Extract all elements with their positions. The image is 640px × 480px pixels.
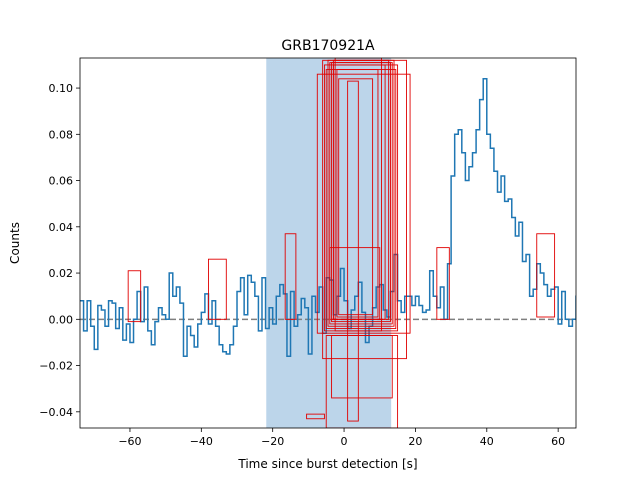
y-tick-label: 0.04: [49, 221, 74, 234]
annotation-rect: [127, 270, 142, 323]
x-tick-label: 20: [408, 435, 422, 448]
y-tick-label: 0.02: [49, 267, 74, 280]
annotation-rect: [284, 233, 297, 320]
annotation-rect-layer: [127, 58, 556, 428]
plot-area: [80, 58, 576, 428]
annotation-rect: [536, 233, 556, 318]
y-tick-label: 0.06: [49, 175, 74, 188]
y-axis-label: Counts: [8, 222, 22, 264]
annotation-rect: [436, 247, 450, 320]
chart-title: GRB170921A: [281, 38, 375, 54]
axes-frame: [79, 57, 577, 429]
annotation-rect: [331, 335, 393, 399]
annotation-rect: [338, 78, 374, 316]
x-axis-label: Time since burst detection [s]: [237, 457, 417, 471]
y-tick-label: 0.10: [49, 82, 74, 95]
y-tick-label: −0.04: [39, 406, 73, 419]
annotation-rect: [336, 69, 379, 318]
x-axis-ticks: −60 −40 −20 0 20 40 60: [118, 428, 565, 448]
x-tick-label: 60: [551, 435, 565, 448]
y-tick-label: −0.02: [39, 360, 73, 373]
y-axis-ticks: −0.04 −0.02 0.00 0.02 0.04 0.06 0.08 0.10: [39, 82, 80, 419]
series-layer: [80, 78, 576, 358]
annotation-rect: [347, 80, 359, 422]
y-tick-label: 0.00: [49, 313, 74, 326]
series-line-0: [80, 78, 576, 358]
annotation-rect: [331, 62, 391, 323]
background-band-layer: [266, 58, 392, 428]
background-band: [266, 58, 392, 428]
annotation-rect: [329, 247, 381, 320]
annotation-rect: [208, 258, 227, 320]
x-tick-label: 0: [341, 435, 348, 448]
x-tick-label: −20: [261, 435, 284, 448]
x-tick-label: −60: [118, 435, 141, 448]
annotation-rect: [306, 413, 325, 420]
annotation-rect: [316, 73, 411, 334]
x-tick-label: −40: [190, 435, 213, 448]
x-tick-label: 40: [480, 435, 494, 448]
y-tick-label: 0.08: [49, 128, 74, 141]
